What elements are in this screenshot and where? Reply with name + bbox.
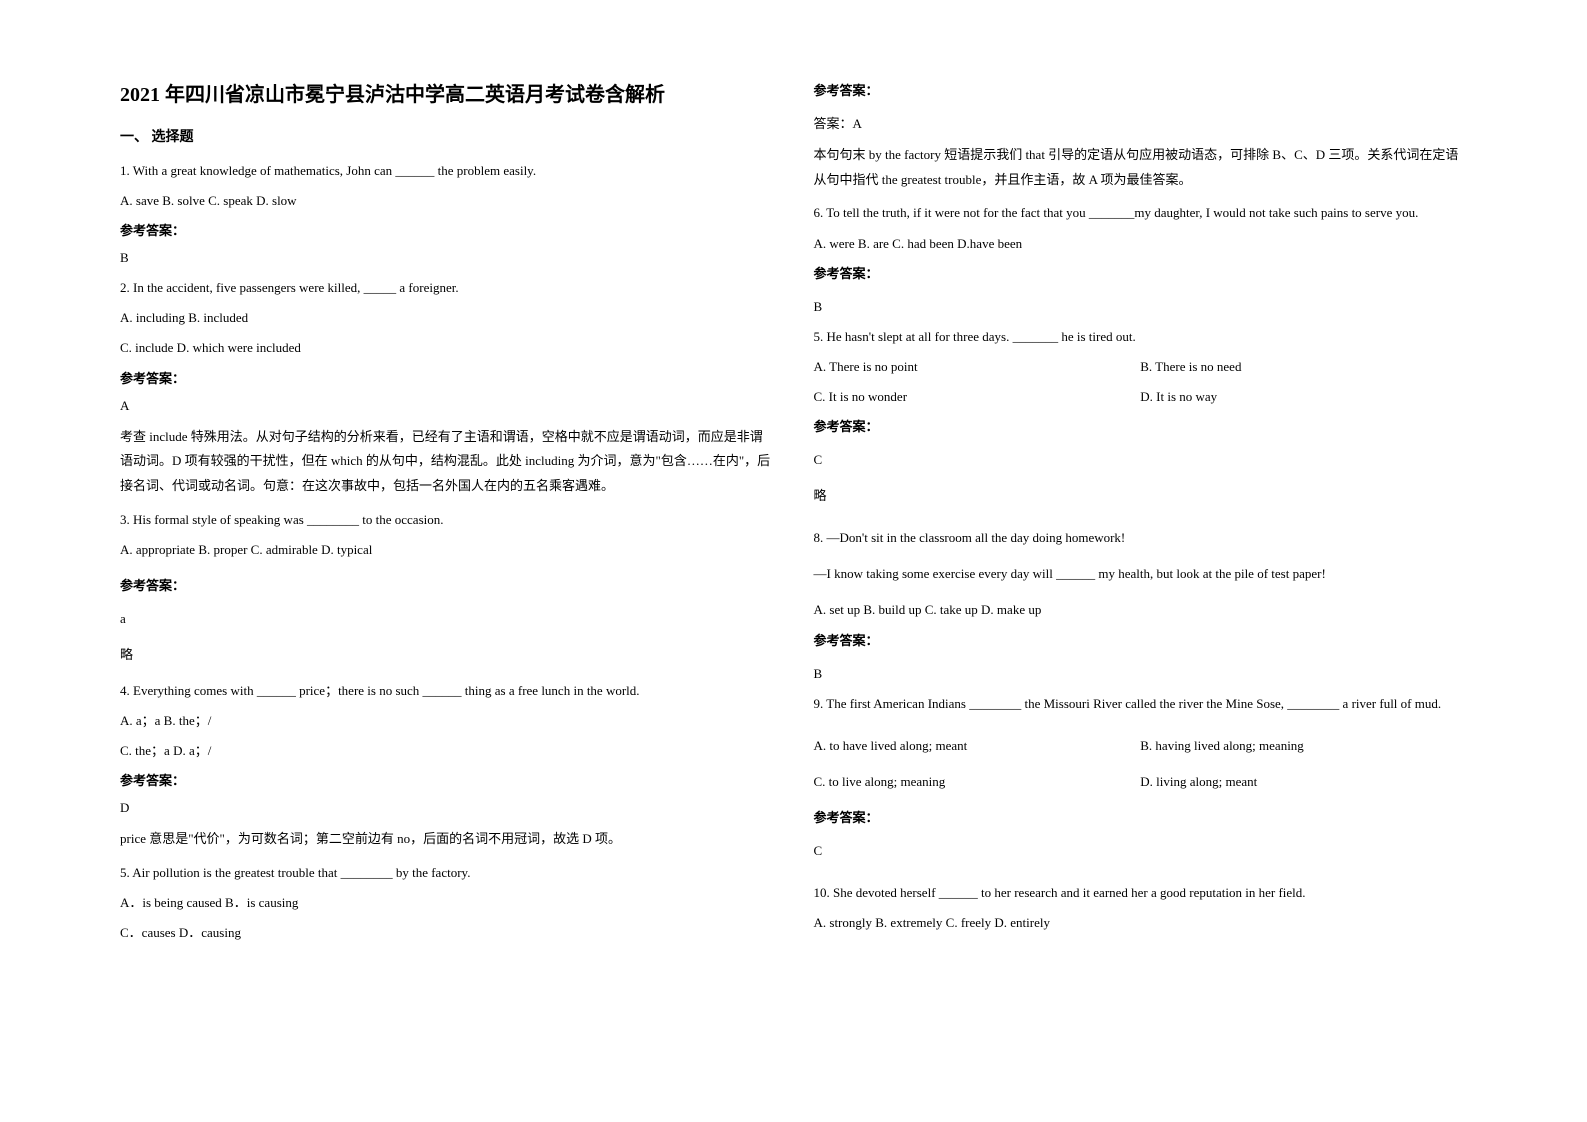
q8-options: A. set up B. build up C. take up D. make… [814, 599, 1468, 621]
q5b-optA: A. There is no point [814, 356, 1141, 378]
q6-text: 6. To tell the truth, if it were not for… [814, 202, 1468, 224]
q5-text: 5. Air pollution is the greatest trouble… [120, 862, 774, 884]
q2-explanation: 考查 include 特殊用法。从对句子结构的分析来看，已经有了主语和谓语，空格… [120, 425, 774, 499]
q3-text: 3. His formal style of speaking was ____… [120, 509, 774, 531]
q8-text1: 8. —Don't sit in the classroom all the d… [814, 527, 1468, 549]
q2-answer-label: 参考答案： [120, 368, 774, 387]
q5b-optC: C. It is no wonder [814, 386, 1141, 408]
section-header: 一、 选择题 [120, 126, 774, 146]
q9-answer: C [814, 840, 1468, 862]
q2-text: 2. In the accident, five passengers were… [120, 277, 774, 299]
q6-options: A. were B. are C. had been D.have been [814, 233, 1468, 255]
q3-answer-label: 参考答案： [120, 575, 774, 594]
q3-answer: a [120, 608, 774, 630]
q10-text: 10. She devoted herself ______ to her re… [814, 882, 1468, 904]
q1-answer-label: 参考答案： [120, 220, 774, 239]
q4-explanation: price 意思是"代价"，为可数名词；第二空前边有 no，后面的名词不用冠词，… [120, 827, 774, 852]
q4-answer: D [120, 797, 774, 819]
q9-text: 9. The first American Indians ________ t… [814, 693, 1468, 715]
right-column: 参考答案： 答案：A 本句句末 by the factory 短语提示我们 th… [794, 80, 1488, 1082]
q4-answer-label: 参考答案： [120, 770, 774, 789]
q5b-optB: B. There is no need [1140, 356, 1241, 378]
q5c-answer-label: 参考答案： [814, 80, 1468, 99]
q8-answer: B [814, 663, 1468, 685]
q6-answer: B [814, 296, 1468, 318]
q5c-answer: 答案：A [814, 113, 1468, 135]
q5b-answer-label: 参考答案： [814, 416, 1468, 435]
q5-optC: C．causes D．causing [120, 922, 774, 944]
q5b-optD: D. It is no way [1140, 386, 1217, 408]
q8-text2: —I know taking some exercise every day w… [814, 563, 1468, 585]
q2-optA: A. including B. included [120, 307, 774, 329]
q5-optA: A．is being caused B．is causing [120, 892, 774, 914]
q9-optA: A. to have lived along; meant [814, 735, 1141, 757]
q4-text: 4. Everything comes with ______ price；th… [120, 680, 774, 702]
q1-answer: B [120, 247, 774, 269]
q2-optC: C. include D. which were included [120, 337, 774, 359]
q1-text: 1. With a great knowledge of mathematics… [120, 160, 774, 182]
q5b-answer: C [814, 449, 1468, 471]
q1-options: A. save B. solve C. speak D. slow [120, 190, 774, 212]
q3-options: A. appropriate B. proper C. admirable D.… [120, 539, 774, 561]
left-column: 2021 年四川省凉山市冕宁县泸沽中学高二英语月考试卷含解析 一、 选择题 1.… [100, 80, 794, 1082]
document-title: 2021 年四川省凉山市冕宁县泸沽中学高二英语月考试卷含解析 [120, 80, 774, 110]
q4-optA: A. a；a B. the；/ [120, 710, 774, 732]
q4-optC: C. the；a D. a；/ [120, 740, 774, 762]
q9-optD: D. living along; meant [1140, 771, 1257, 793]
q6-answer-label: 参考答案： [814, 263, 1468, 282]
q3-note: 略 [120, 644, 774, 666]
q10-options: A. strongly B. extremely C. freely D. en… [814, 912, 1468, 934]
q5c-explanation: 本句句末 by the factory 短语提示我们 that 引导的定语从句应… [814, 143, 1468, 192]
q9-optC: C. to live along; meaning [814, 771, 1141, 793]
q5b-text: 5. He hasn't slept at all for three days… [814, 326, 1468, 348]
q5b-note: 略 [814, 485, 1468, 507]
q2-answer: A [120, 395, 774, 417]
q9-answer-label: 参考答案： [814, 807, 1468, 826]
q9-optB: B. having lived along; meaning [1140, 735, 1304, 757]
q8-answer-label: 参考答案： [814, 630, 1468, 649]
